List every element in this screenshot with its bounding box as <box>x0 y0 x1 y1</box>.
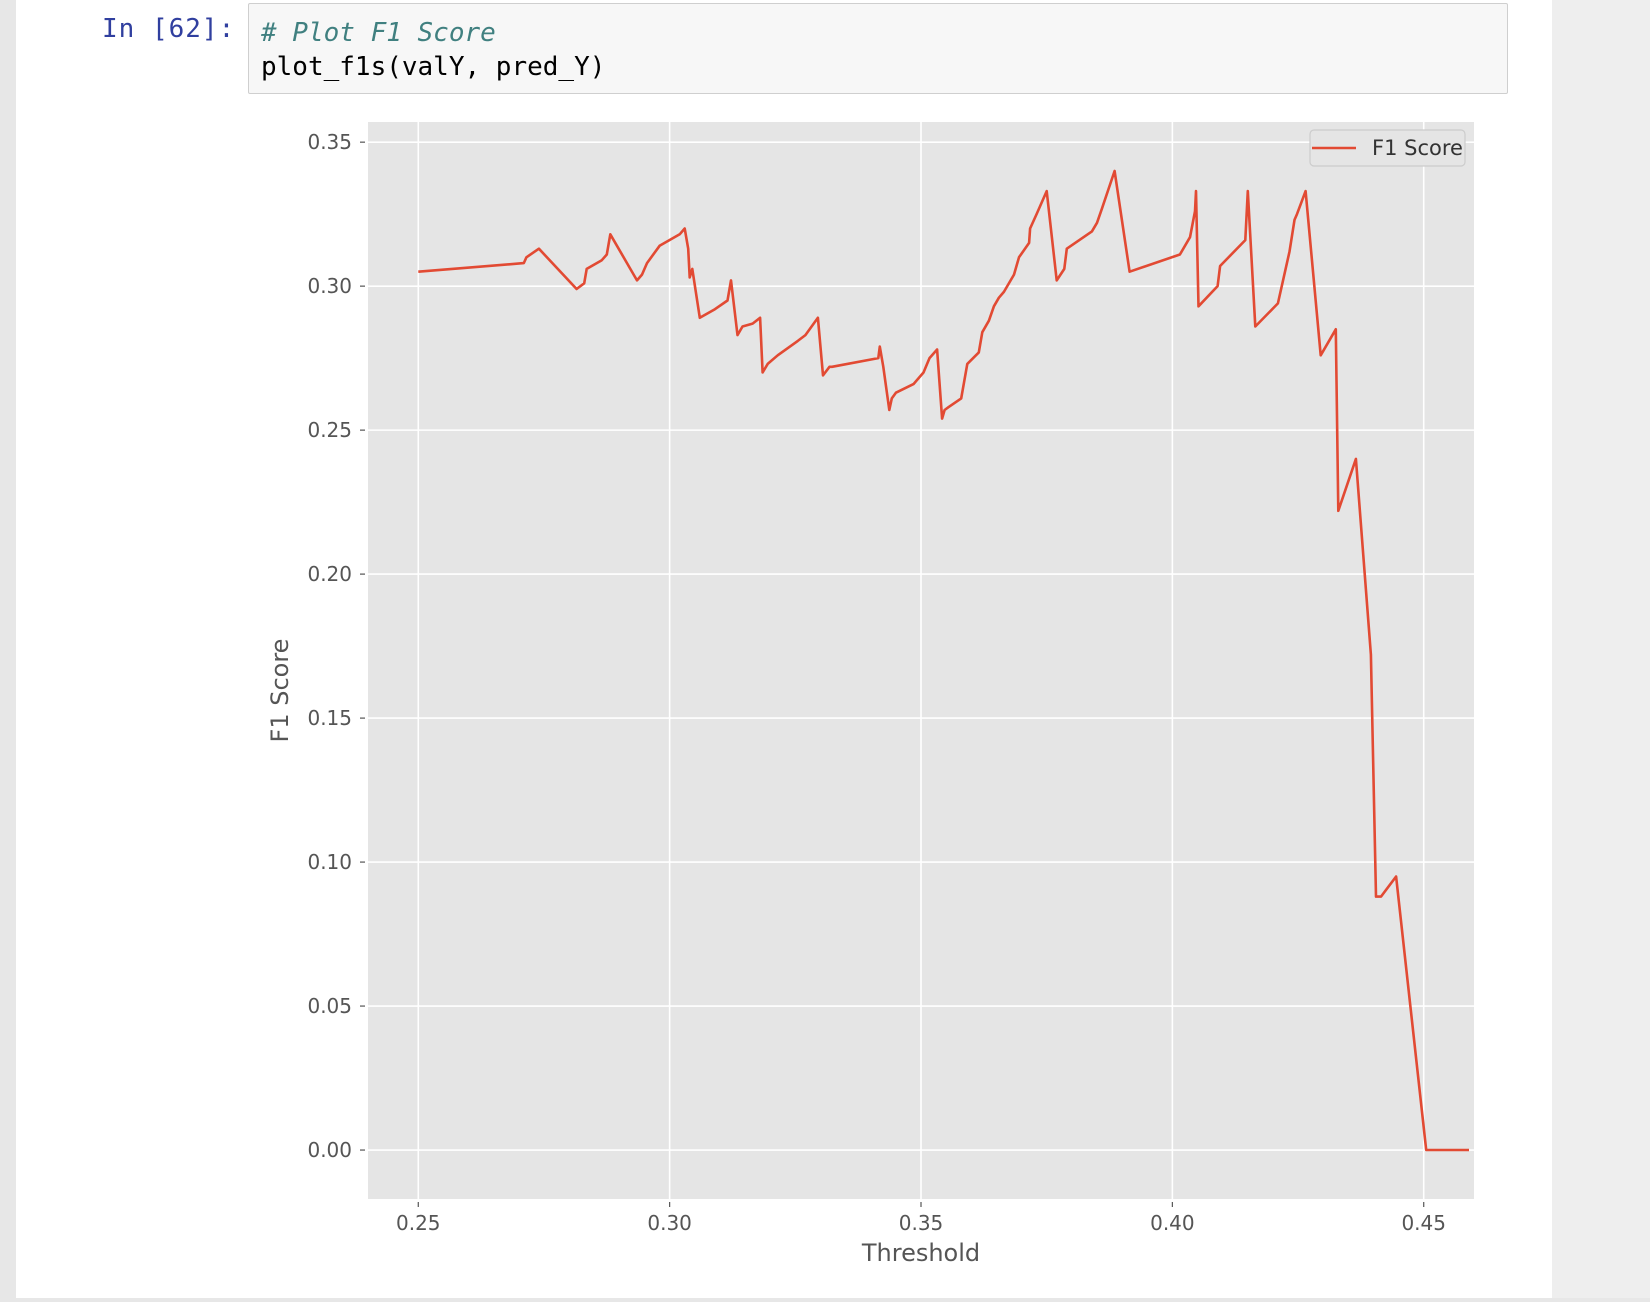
x-axis-ticks: 0.25 0.30 0.35 0.40 0.45 <box>396 1202 1446 1235</box>
y-tick-label: 0.20 <box>307 562 352 586</box>
y-axis-label: F1 Score <box>266 639 294 743</box>
y-tick-label: 0.05 <box>307 994 352 1018</box>
grid-lines <box>368 122 1474 1199</box>
right-gutter <box>1552 0 1650 1298</box>
series-layer <box>418 169 1469 1152</box>
code-cell-input[interactable]: # Plot F1 Score plot_f1s(valY, pred_Y) <box>248 3 1508 94</box>
x-tick-label: 0.40 <box>1150 1211 1195 1235</box>
y-tick-label: 0.30 <box>307 274 352 298</box>
x-tick-label: 0.35 <box>899 1211 944 1235</box>
y-tick-label: 0.35 <box>307 130 352 154</box>
cell-prompt: In [62]: <box>102 14 236 44</box>
x-tick-label: 0.30 <box>647 1211 692 1235</box>
y-axis-ticks: 0.00 0.05 0.10 0.15 0.20 0.25 0.30 0.35 <box>307 130 365 1162</box>
x-axis-label: Threshold <box>861 1239 980 1267</box>
code-line: plot_f1s(valY, pred_Y) <box>261 52 606 82</box>
legend: F1 Score <box>1309 129 1466 167</box>
y-tick-label: 0.15 <box>307 706 352 730</box>
x-tick-label: 0.45 <box>1401 1211 1446 1235</box>
x-tick-label: 0.25 <box>396 1211 441 1235</box>
y-tick-label: 0.10 <box>307 850 352 874</box>
series-line-f1-score <box>418 169 1469 1152</box>
y-tick-label: 0.25 <box>307 418 352 442</box>
y-tick-label: 0.00 <box>307 1138 352 1162</box>
code-comment: # Plot F1 Score <box>261 18 496 48</box>
legend-label: F1 Score <box>1372 136 1463 160</box>
legend-box <box>1309 129 1466 167</box>
